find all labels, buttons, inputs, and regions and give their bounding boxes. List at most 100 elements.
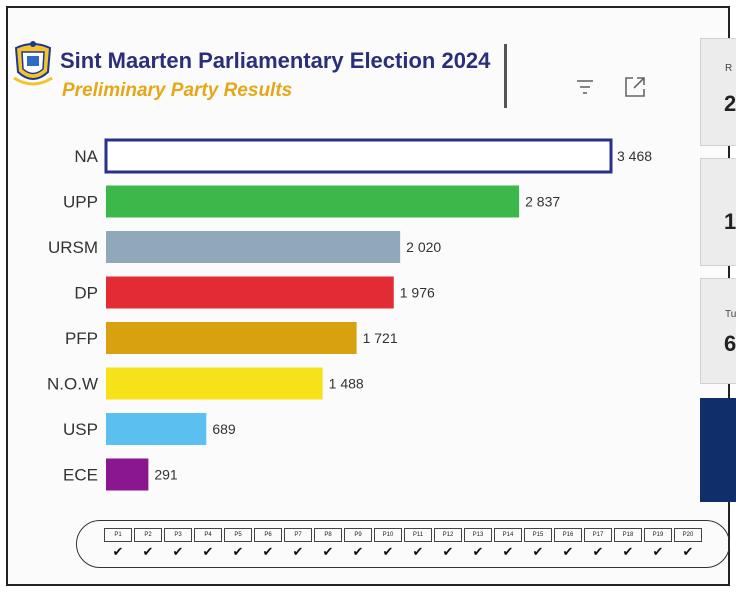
- station-code: P18: [614, 528, 642, 542]
- category-label: URSM: [48, 238, 98, 257]
- station-code: P20: [674, 528, 702, 542]
- polling-station-p12[interactable]: P12 ✔: [434, 528, 462, 560]
- polling-station-p19[interactable]: P19 ✔: [644, 528, 672, 560]
- check-icon: ✔: [682, 544, 694, 559]
- summary-card-value: 2: [724, 91, 736, 116]
- summary-card-1[interactable]: R 2: [700, 38, 736, 146]
- summary-card-4[interactable]: [700, 398, 736, 502]
- value-label: 689: [212, 421, 236, 437]
- polling-station-p2[interactable]: P2 ✔: [134, 528, 162, 560]
- category-label: DP: [74, 284, 98, 303]
- station-code: P10: [374, 528, 402, 542]
- bar-usp[interactable]: [106, 413, 207, 445]
- polling-station-p18[interactable]: P18 ✔: [614, 528, 642, 560]
- value-label: 1 488: [329, 376, 364, 392]
- page-title: Sint Maarten Parliamentary Election 2024: [60, 48, 491, 73]
- station-code: P3: [164, 528, 192, 542]
- check-icon: ✔: [562, 544, 574, 559]
- check-icon: ✔: [172, 544, 184, 559]
- category-label: UPP: [63, 193, 98, 212]
- bar-ursm[interactable]: [106, 231, 401, 263]
- bar-ece[interactable]: [106, 458, 149, 491]
- station-code: P7: [284, 528, 312, 542]
- check-icon: ✔: [532, 544, 544, 559]
- station-code: P16: [554, 528, 582, 542]
- bar-upp[interactable]: [106, 185, 520, 218]
- polling-station-p13[interactable]: P13 ✔: [464, 528, 492, 560]
- summary-card-3[interactable]: Tu 6: [700, 278, 736, 384]
- station-code: P6: [254, 528, 282, 542]
- station-code: P8: [314, 528, 342, 542]
- polling-stations-strip: P1 ✔ P2 ✔ P3 ✔ P4 ✔ P5 ✔ P6 ✔ P7 ✔ P8 ✔ P9 ✔ P10 ✔ P11 ✔ P12 ✔ P…: [76, 520, 730, 568]
- polling-station-p14[interactable]: P14 ✔: [494, 528, 522, 560]
- check-icon: ✔: [592, 544, 604, 559]
- check-icon: ✔: [652, 544, 664, 559]
- polling-station-p1[interactable]: P1 ✔: [104, 528, 132, 560]
- check-icon: ✔: [382, 544, 394, 559]
- value-label: 1 976: [400, 285, 435, 301]
- expand-icon[interactable]: [622, 74, 648, 100]
- coat-of-arms-icon: [13, 41, 53, 86]
- station-code: P9: [344, 528, 372, 542]
- value-label: 2 020: [406, 239, 441, 255]
- station-code: P1: [104, 528, 132, 542]
- polling-station-p7[interactable]: P7 ✔: [284, 528, 312, 560]
- station-code: P5: [224, 528, 252, 542]
- value-label: 3 468: [617, 148, 652, 164]
- check-icon: ✔: [112, 544, 124, 559]
- polling-station-p3[interactable]: P3 ✔: [164, 528, 192, 560]
- bar-now[interactable]: [106, 367, 323, 400]
- check-icon: ✔: [322, 544, 334, 559]
- station-code: P14: [494, 528, 522, 542]
- summary-card-value: 6: [724, 331, 736, 356]
- value-label: 2 837: [525, 194, 560, 210]
- station-code: P12: [434, 528, 462, 542]
- polling-station-p11[interactable]: P11 ✔: [404, 528, 432, 560]
- polling-station-p4[interactable]: P4 ✔: [194, 528, 222, 560]
- bar-dp[interactable]: [106, 276, 394, 309]
- summary-card-2[interactable]: 1: [700, 158, 736, 266]
- check-icon: ✔: [502, 544, 514, 559]
- summary-card-label: R: [725, 63, 733, 74]
- station-code: P19: [644, 528, 672, 542]
- check-icon: ✔: [442, 544, 454, 559]
- category-label: USP: [63, 420, 98, 439]
- category-label: NA: [74, 147, 98, 166]
- station-code: P13: [464, 528, 492, 542]
- polling-station-p17[interactable]: P17 ✔: [584, 528, 612, 560]
- check-icon: ✔: [262, 544, 274, 559]
- station-code: P4: [194, 528, 222, 542]
- summary-card-value: 1: [724, 209, 736, 234]
- check-icon: ✔: [232, 544, 244, 559]
- polling-station-p6[interactable]: P6 ✔: [254, 528, 282, 560]
- polling-station-p5[interactable]: P5 ✔: [224, 528, 252, 560]
- station-code: P2: [134, 528, 162, 542]
- summary-card-label: Tu: [725, 309, 736, 320]
- value-label: 291: [154, 467, 178, 483]
- check-icon: ✔: [142, 544, 154, 559]
- category-label: N.O.W: [47, 375, 98, 394]
- bar-na[interactable]: [104, 138, 613, 174]
- category-label: ECE: [63, 466, 98, 485]
- polling-station-p9[interactable]: P9 ✔: [344, 528, 372, 560]
- header-divider: [504, 44, 507, 108]
- station-code: P15: [524, 528, 552, 542]
- polling-station-p16[interactable]: P16 ✔: [554, 528, 582, 560]
- polling-station-p8[interactable]: P8 ✔: [314, 528, 342, 560]
- polling-station-p20[interactable]: P20 ✔: [674, 528, 702, 560]
- filter-icon[interactable]: [574, 76, 596, 98]
- polling-station-p15[interactable]: P15 ✔: [524, 528, 552, 560]
- station-code: P17: [584, 528, 612, 542]
- check-icon: ✔: [622, 544, 634, 559]
- check-icon: ✔: [352, 544, 364, 559]
- check-icon: ✔: [472, 544, 484, 559]
- page-subtitle: Preliminary Party Results: [62, 80, 293, 101]
- check-icon: ✔: [412, 544, 424, 559]
- bar-pfp[interactable]: [106, 322, 357, 354]
- category-label: PFP: [65, 329, 98, 348]
- check-icon: ✔: [292, 544, 304, 559]
- check-icon: ✔: [202, 544, 214, 559]
- station-code: P11: [404, 528, 432, 542]
- polling-station-p10[interactable]: P10 ✔: [374, 528, 402, 560]
